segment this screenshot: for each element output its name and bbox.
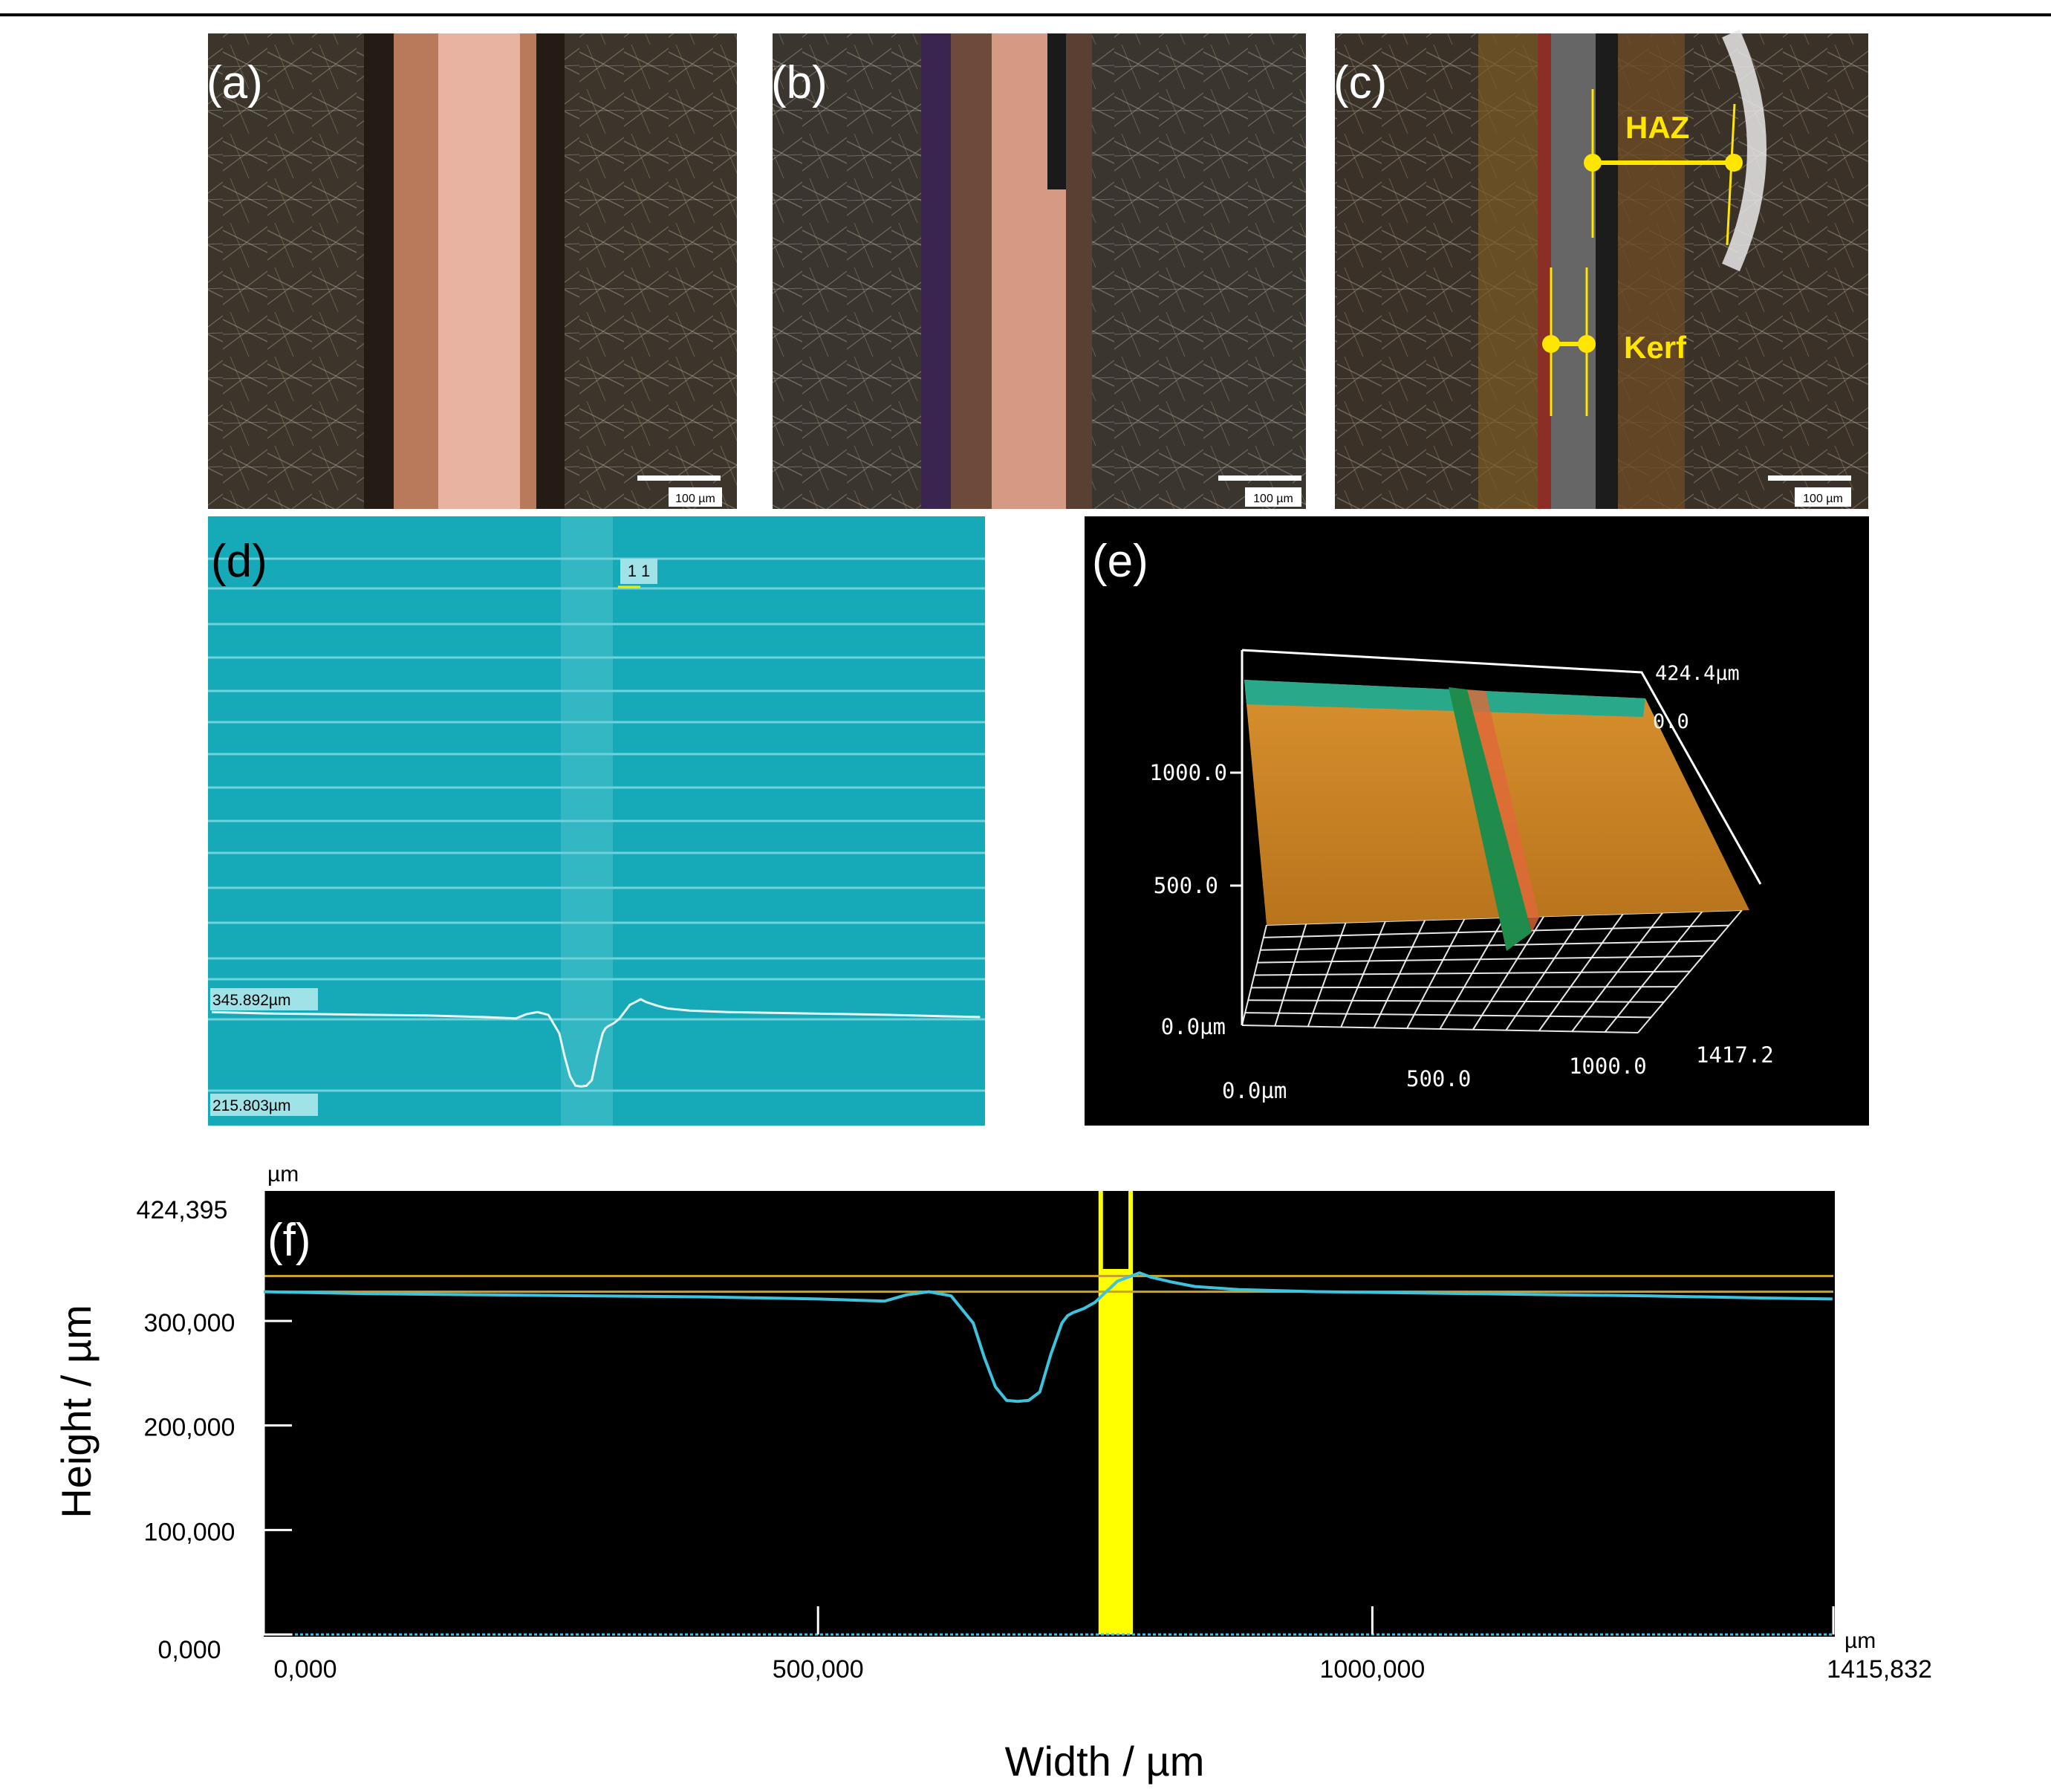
panel-c-haz-dot-left [1584,154,1602,172]
panel-b-label: (b) [771,57,828,108]
panel-d-kerf-band [561,516,613,1126]
panel-e-x-tick-label-500: 500.0 [1406,1066,1471,1091]
panel-e-grid-line [1245,1012,1651,1019]
panel-f-y-axis-title: Height / µm [53,1305,100,1518]
panel-c-scale-box [1795,487,1851,507]
panel-e-x-tick-label-1417: 1417.2 [1696,1042,1774,1068]
panel-e-y-tick-label-0: 0.0µm [1161,1014,1226,1039]
panel-b-heat-zone-left [921,33,951,509]
panel-f-y-unit: µm [267,1162,299,1186]
panel-d-lower-value: 215.803µm [212,1097,291,1114]
panel-f-y-tick-label: 100,000 [144,1518,235,1546]
panel-a-edge-right [520,33,536,509]
panel-f-x-tick-label: 0,000 [273,1655,337,1684]
panel-e-grid-line [1248,999,1665,1003]
panel-a-label: (a) [207,57,263,108]
panel-d-marker-box [620,559,657,584]
panel-c-edge-right [1596,33,1618,509]
panel-f-y-tick-label: 300,000 [144,1309,235,1337]
panel-c-scale-bar [1768,475,1851,481]
panel-d-profile-line [211,998,981,1088]
panel-e-y-tick-label-1000: 1000.0 [1149,760,1227,785]
panel-c-kerf-dot-right [1578,335,1596,353]
panel-f-chart: (f) µm 424,395 µm 1415,832 Width / µm He… [53,1162,1932,1785]
panel-e-top-frame [1241,649,1762,885]
panel-c-edge-left [1538,33,1551,509]
panel-e-x-tick-label-0: 0.0µm [1222,1078,1287,1103]
panel-d-scan-lines [208,557,985,1092]
panel-f-x-tick-label: 1000,000 [1320,1655,1426,1684]
panel-d-upper-box [210,988,318,1010]
panel-e-kerf-groove [1449,687,1532,951]
panel-c-haz-left [1478,33,1538,509]
panel-e-x-tick-label-1000: 1000.0 [1569,1054,1647,1079]
panel-f-label: (f) [267,1215,311,1266]
panel-e-grid-line [1257,955,1703,964]
panel-f-x-axis-title: Width / µm [1005,1738,1205,1785]
panel-e: (e) 424.4µm 0.0 1000.0 500.0 0.0µm 0.0µm… [1085,516,1869,1126]
panel-f-y-tick-label: 0,000 [157,1636,221,1664]
panel-d-label: (d) [211,536,267,587]
panel-d-lower-box [210,1094,318,1116]
panel-d-marker: 1 1 [628,562,651,580]
panel-c-haz-dot-right [1725,154,1743,172]
panel-c-bright-arc [1722,29,1766,272]
panel-b-scale-text: 100 µm [1253,493,1293,505]
panel-f-x-unit: µm [1844,1629,1876,1653]
panel-b-edge-left [951,33,992,509]
panel-d-upper-value: 345.892µm [212,992,291,1009]
panel-d: (d) 1 1 345.892µm 215.803µm [208,516,985,1126]
panel-f-plot-area [264,1191,1835,1637]
panel-a-scale-box [669,487,722,507]
panel-c-haz-limit-right [1726,103,1736,246]
panel-a-kerf [438,33,520,509]
panel-c: (c) HAZ Kerf 100 µm [1333,29,1868,509]
panel-b-edge-right [1066,33,1092,509]
panel-f-cursor-gap [1102,1191,1129,1269]
panel-f-profile-series [263,1271,1833,1403]
panel-a: (a) 100 µm [207,33,737,509]
panel-a-heat-zone-left [364,33,394,509]
panel-b: (b) 100 µm [771,33,1306,509]
panel-e-z-zero: 0.0 [1653,710,1689,733]
panel-e-label: (e) [1092,536,1148,587]
panel-f-x-tick-label: 500,000 [773,1655,864,1684]
panel-e-grid-line [1263,924,1729,938]
panel-e-z-top: 424.4µm [1655,662,1740,685]
panel-c-kerf-label: Kerf [1624,330,1687,365]
panel-f-y-max-label: 424,395 [137,1196,228,1224]
panel-e-grid-line [1254,970,1691,976]
panel-e-grid-line [1260,940,1717,951]
panel-c-haz-right [1618,33,1685,509]
panel-e-surface-top-edge [1244,680,1645,717]
panel-b-scale-bar [1218,475,1301,481]
panel-c-scale-text: 100 µm [1803,493,1843,505]
panel-c-kerf [1551,33,1596,509]
panel-b-scale-box [1245,487,1301,507]
panel-a-scale-bar [637,475,721,481]
panel-f-x-max-label: 1415,832 [1827,1655,1932,1684]
panel-e-grid-line [1241,1025,1639,1033]
panel-c-haz-label: HAZ [1625,110,1689,145]
panel-f-y-tick-label: 200,000 [144,1414,235,1442]
panel-a-scale-text: 100 µm [675,493,715,505]
panel-e-y-tick-label-500: 500.0 [1154,873,1218,898]
panel-e-kerf-wall [1467,689,1539,932]
panel-a-heat-zone-right [535,33,565,509]
panel-c-kerf-dot-left [1542,335,1560,353]
panel-c-label: (c) [1333,57,1387,108]
panel-a-edge-left [394,33,438,509]
panel-f-marks [262,1191,1835,1636]
